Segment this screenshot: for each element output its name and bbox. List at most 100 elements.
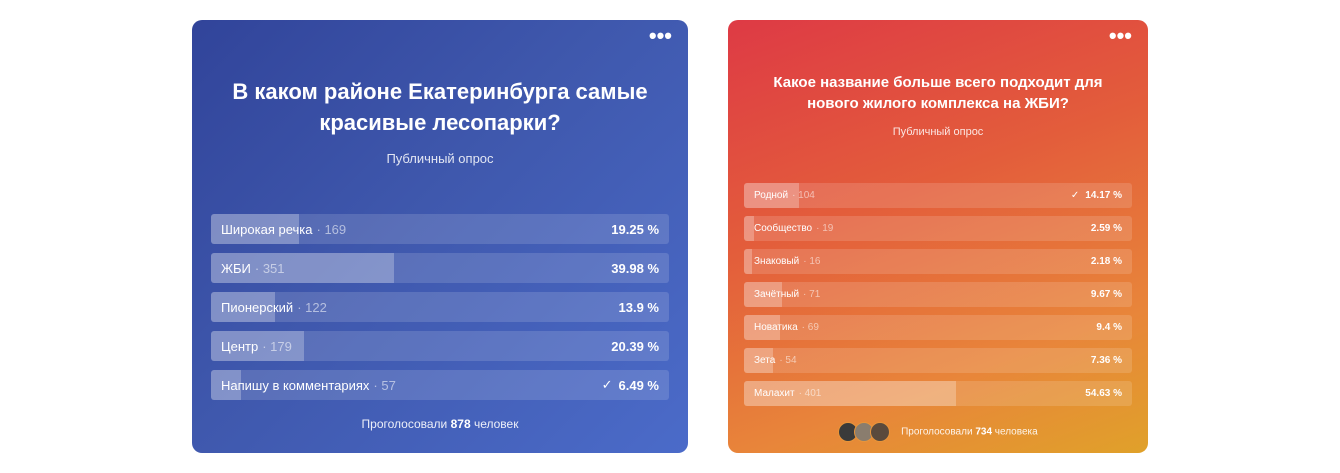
option-result-bar <box>744 216 755 241</box>
poll-type: Публичный опрос <box>892 126 984 138</box>
poll-option[interactable]: Сообщество · 19 2.59 % <box>744 216 1132 241</box>
option-percent-group: 2.59 % <box>1091 216 1122 241</box>
option-vote-count: · 169 <box>316 221 347 237</box>
option-label: Зета <box>754 355 776 366</box>
option-result-bar <box>744 249 753 274</box>
poll-option[interactable]: Напишу в комментариях · 57 ✓ 6.49 % <box>211 370 669 400</box>
option-vote-count: · 16 <box>803 256 821 267</box>
option-vote-count: · 122 <box>297 299 327 315</box>
option-percent-group: 7.36 % <box>1091 348 1122 373</box>
total-prefix: Проголосовали <box>901 426 973 438</box>
option-label-group: Центр · 179 <box>221 331 292 361</box>
voter-avatars[interactable] <box>838 422 892 442</box>
option-vote-count: · 57 <box>373 377 396 393</box>
option-vote-count: · 69 <box>801 322 819 333</box>
option-result-bar <box>744 348 773 373</box>
option-percent: 2.59 % <box>1090 223 1122 234</box>
option-vote-count: · 19 <box>816 223 834 234</box>
total-prefix: Проголосовали <box>361 417 448 431</box>
option-vote-count: · 351 <box>254 260 285 276</box>
option-label: Родной <box>754 190 789 201</box>
option-label: Широкая речка <box>221 221 313 237</box>
option-percent: 9.4 % <box>1096 322 1122 333</box>
option-percent: 39.98 % <box>611 260 659 276</box>
poll-card-complex-name: ••• Какое название больше всего подходит… <box>728 20 1148 453</box>
option-percent-group: ✓ 6.49 % <box>602 370 659 400</box>
option-vote-count: · 179 <box>262 338 292 354</box>
option-percent-group: 20.39 % <box>611 331 659 361</box>
avatar <box>870 422 891 442</box>
option-result-bar <box>211 292 275 322</box>
option-label-group: Сообщество · 19 <box>754 216 833 241</box>
poll-type: Публичный опрос <box>386 151 494 166</box>
poll-option[interactable]: Родной · 104 ✓ 14.17 % <box>744 183 1132 208</box>
option-label: Малахит <box>754 388 795 399</box>
option-percent-group: 9.67 % <box>1091 282 1122 307</box>
poll-option[interactable]: Пионерский · 122 13.9 % <box>211 292 669 322</box>
poll-option[interactable]: Малахит · 401 54.63 % <box>744 381 1132 406</box>
option-label-group: Напишу в комментариях · 57 <box>221 370 396 400</box>
poll-card-districts: ••• В каком районе Екатеринбурга самые к… <box>192 20 688 453</box>
poll-option[interactable]: Знаковый · 16 2.18 % <box>744 249 1132 274</box>
poll-option[interactable]: Новатика · 69 9.4 % <box>744 315 1132 340</box>
option-result-bar <box>211 214 300 244</box>
poll-total: Проголосовали 734 человека <box>728 422 1148 442</box>
option-label-group: Знаковый · 16 <box>754 249 821 274</box>
option-label: Напишу в комментариях <box>221 377 370 393</box>
option-percent-group: 2.18 % <box>1091 249 1122 274</box>
option-percent: 54.63 % <box>1085 388 1122 399</box>
option-label-group: ЖБИ · 351 <box>221 253 285 283</box>
option-label: Знаковый <box>754 256 800 267</box>
option-percent: 14.17 % <box>1085 190 1122 201</box>
option-label-group: Пионерский · 122 <box>221 292 327 322</box>
total-count: 734 <box>975 426 993 438</box>
option-percent-group: 39.98 % <box>611 253 659 283</box>
option-percent: 20.39 % <box>611 338 659 354</box>
poll-option[interactable]: Широкая речка · 169 19.25 % <box>211 214 669 244</box>
option-label: Новатика <box>754 322 798 333</box>
poll-total: Проголосовали 878 человек <box>192 417 688 431</box>
total-count: 878 <box>450 417 471 431</box>
option-percent-group: 9.4 % <box>1096 315 1122 340</box>
option-percent-group: ✓ 14.17 % <box>1071 183 1122 208</box>
option-vote-count: · 401 <box>798 388 822 399</box>
more-dots-icon[interactable]: ••• <box>1108 23 1132 48</box>
option-vote-count: · 71 <box>803 289 821 300</box>
option-vote-count: · 54 <box>779 355 797 366</box>
option-result-bar <box>744 183 799 208</box>
option-label: Сообщество <box>754 223 813 234</box>
option-percent: 6.49 % <box>618 377 659 393</box>
option-label: Зачётный <box>754 289 800 300</box>
option-result-bar <box>211 253 395 283</box>
option-percent-group: 54.63 % <box>1085 381 1122 406</box>
total-suffix: человека <box>994 426 1038 438</box>
option-label: Пионерский <box>221 299 294 315</box>
poll-option[interactable]: ЖБИ · 351 39.98 % <box>211 253 669 283</box>
option-percent: 13.9 % <box>618 299 659 315</box>
more-dots-icon[interactable]: ••• <box>648 23 672 48</box>
option-percent: 9.67 % <box>1090 289 1122 300</box>
option-label-group: Широкая речка · 169 <box>221 214 346 244</box>
option-percent: 2.18 % <box>1090 256 1122 267</box>
option-label-group: Родной · 104 <box>754 183 815 208</box>
option-result-bar <box>744 315 781 340</box>
option-percent-group: 13.9 % <box>619 292 659 322</box>
poll-option[interactable]: Центр · 179 20.39 % <box>211 331 669 361</box>
option-percent-group: 19.25 % <box>611 214 659 244</box>
option-vote-count: · 104 <box>792 190 815 201</box>
option-result-bar <box>744 381 956 406</box>
option-label-group: Зачётный · 71 <box>754 282 820 307</box>
poll-question: В каком районе Екатеринбурга самые краси… <box>232 79 648 135</box>
checkmark-icon: ✓ <box>1070 190 1080 201</box>
option-label: ЖБИ <box>221 260 251 276</box>
poll-question: Какое название больше всего подходит для… <box>773 74 1103 112</box>
poll-option[interactable]: Зачётный · 71 9.67 % <box>744 282 1132 307</box>
option-label-group: Малахит · 401 <box>754 381 821 406</box>
checkmark-icon: ✓ <box>601 377 613 392</box>
option-label: Центр <box>221 338 259 354</box>
poll-option[interactable]: Зета · 54 7.36 % <box>744 348 1132 373</box>
option-result-bar <box>211 370 241 400</box>
option-label-group: Зета · 54 <box>754 348 797 373</box>
option-result-bar <box>211 331 305 361</box>
option-label-group: Новатика · 69 <box>754 315 819 340</box>
